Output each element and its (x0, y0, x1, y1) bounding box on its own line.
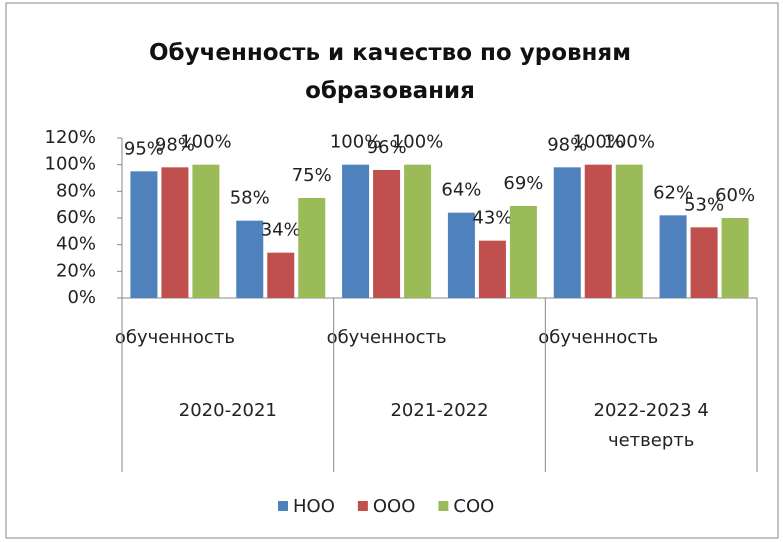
legend-swatch (438, 501, 449, 511)
bar (690, 227, 718, 298)
bar (342, 164, 370, 298)
legend-label: НОО (293, 496, 335, 517)
bar (267, 252, 295, 298)
value-label: 75% (292, 165, 332, 186)
bar (192, 164, 220, 298)
value-label: 64% (441, 180, 481, 201)
legend-swatch (278, 501, 288, 511)
legend-label: ООО (373, 496, 416, 517)
value-label: 100% (180, 132, 231, 153)
bar (584, 164, 612, 298)
bar (161, 167, 189, 298)
value-label: 53% (684, 194, 724, 215)
group-label: 2020-2021 (178, 400, 277, 421)
legend-swatch (357, 501, 368, 511)
group-label: 2021-2022 (390, 400, 489, 421)
bar (615, 164, 643, 298)
value-label: 100% (573, 132, 624, 153)
value-label: 100% (330, 132, 381, 153)
bar (373, 170, 401, 298)
value-label: 98% (155, 134, 195, 155)
x-tick-label: обученность (115, 327, 235, 348)
y-tick-label: 40% (56, 234, 96, 255)
value-label: 100% (392, 132, 443, 153)
value-label: 43% (472, 208, 512, 229)
x-tick-label: обученность (538, 327, 658, 348)
bar (659, 215, 687, 298)
value-label: 69% (503, 173, 543, 194)
value-label: 100% (604, 132, 655, 153)
bar (447, 212, 475, 298)
bar (236, 220, 264, 298)
value-label: 60% (715, 185, 755, 206)
y-tick-label: 80% (56, 180, 96, 201)
group-label: 2022-2023 4 четверть (593, 400, 709, 451)
y-tick-label: 120% (45, 127, 96, 148)
legend-label: СОО (453, 496, 494, 517)
y-tick-label: 60% (56, 207, 96, 228)
value-label: 58% (230, 188, 270, 209)
chart-title: Обученность и качество по уровням образо… (148, 40, 632, 104)
bar (509, 206, 537, 298)
y-tick-label: 20% (56, 260, 96, 281)
bar (478, 240, 506, 298)
x-tick-label: обученность (327, 327, 447, 348)
bar (130, 171, 158, 298)
value-label: 98% (547, 134, 587, 155)
bar (298, 198, 326, 298)
value-label: 95% (124, 138, 164, 159)
value-label: 62% (653, 182, 693, 203)
bar (553, 167, 581, 298)
y-tick-label: 0% (67, 287, 96, 308)
y-tick-label: 100% (45, 154, 96, 175)
value-label: 96% (367, 137, 407, 158)
bar (404, 164, 432, 298)
value-label: 34% (261, 220, 301, 241)
bar (721, 218, 749, 298)
